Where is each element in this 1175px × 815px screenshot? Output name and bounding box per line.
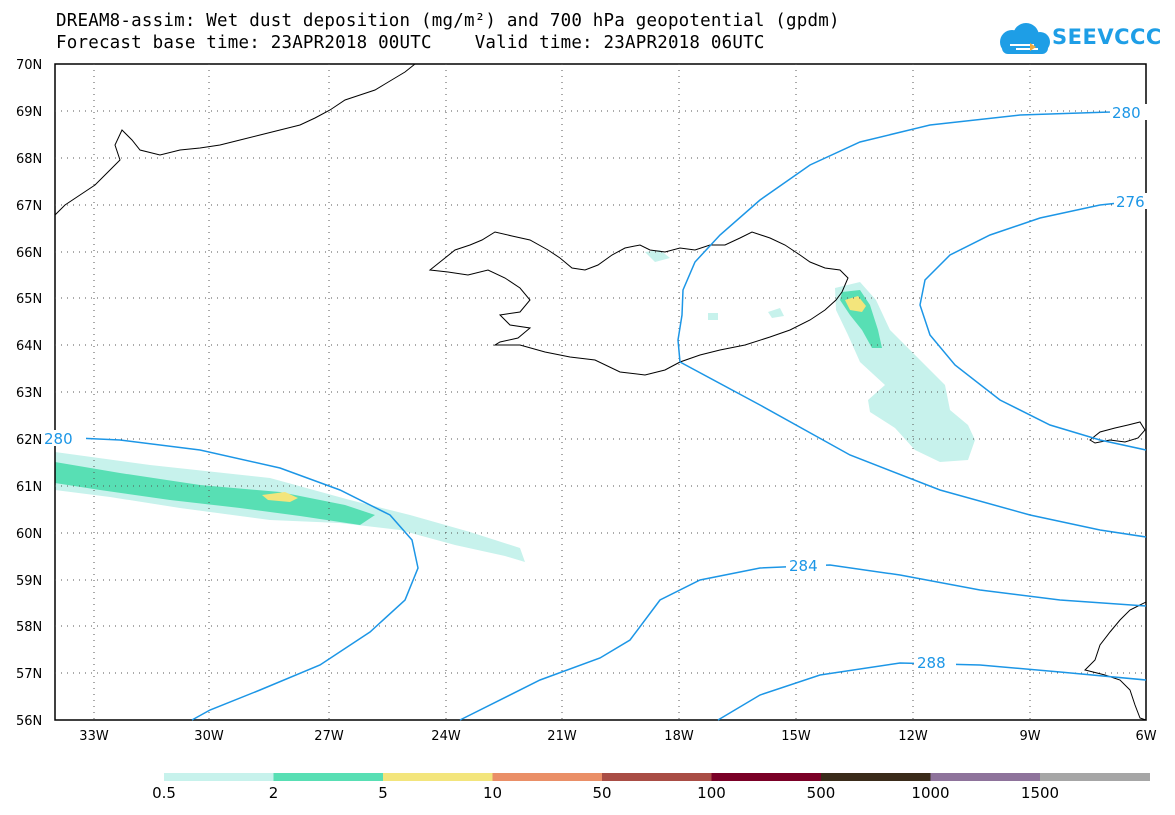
lat-label: 63N	[16, 386, 42, 401]
logo-text: SEEVCCC	[1052, 25, 1162, 49]
map-frame	[54, 63, 1147, 721]
colorbar-label: 0.5	[152, 784, 176, 802]
colorbar-label: 1500	[1020, 784, 1060, 802]
contour-284	[459, 564, 1147, 721]
lat-label: 67N	[16, 199, 42, 214]
contour-280-north	[677, 109, 1147, 363]
lon-label: 15W	[781, 729, 811, 744]
colorbar-swatch	[711, 773, 822, 781]
lon-label: 30W	[194, 729, 224, 744]
contour-label: 288	[917, 654, 946, 672]
lon-label: 9W	[1019, 729, 1040, 744]
map-subtitle: Forecast base time: 23APR2018 00UTC Vali…	[56, 33, 765, 53]
lat-label: 62N	[16, 433, 42, 448]
lat-label: 59N	[16, 574, 42, 589]
colorbar-swatch	[383, 773, 493, 781]
contour-labels: 280 280 276 284 288	[40, 104, 1148, 672]
colorbar-swatch	[273, 773, 384, 781]
lon-label: 18W	[664, 729, 694, 744]
scotland-coast	[1084, 601, 1147, 721]
contour-276	[919, 199, 1147, 451]
contour-label: 280	[1112, 104, 1141, 122]
colorbar-label: 5	[378, 784, 388, 802]
colorbar-label: 10	[482, 784, 503, 802]
cloud-icon	[1000, 23, 1050, 54]
greenland-coast	[54, 63, 416, 216]
colorbar-label: 100	[697, 784, 726, 802]
lat-label: 57N	[16, 667, 42, 682]
colorbar-label: 2	[268, 784, 279, 802]
contour-280-west	[54, 436, 419, 721]
longitude-labels: 33W 30W 27W 24W 21W 18W 15W 12W 9W 6W	[79, 729, 1156, 744]
dust-field-2	[55, 290, 882, 525]
lon-label: 6W	[1135, 729, 1156, 744]
lat-label: 69N	[16, 105, 42, 120]
contour-label: 284	[789, 557, 818, 575]
lat-label: 58N	[16, 620, 42, 635]
contour-label: 276	[1116, 193, 1145, 211]
seevccc-logo	[1000, 23, 1050, 54]
graticule	[55, 64, 1146, 720]
colorbar-label: 50	[592, 784, 612, 802]
contour-280-south	[679, 361, 1147, 538]
colorbar-swatch	[1040, 773, 1150, 781]
lat-label: 61N	[16, 480, 42, 495]
geopotential-contours	[54, 109, 1147, 721]
lon-label: 21W	[547, 729, 577, 744]
colorbar-swatch	[821, 773, 931, 781]
colorbar-label: 1000	[911, 784, 950, 802]
colorbar-swatch	[602, 773, 712, 781]
lat-label: 68N	[16, 152, 42, 167]
lat-label: 60N	[16, 527, 42, 542]
contour-288	[717, 662, 1147, 721]
lat-label: 64N	[16, 339, 42, 354]
map-title: DREAM8-assim: Wet dust deposition (mg/m²…	[56, 11, 840, 31]
lat-label: 66N	[16, 246, 42, 261]
colorbar-swatch	[492, 773, 603, 781]
lat-label: 70N	[16, 58, 42, 73]
lon-label: 33W	[79, 729, 109, 744]
dust-field-5	[262, 296, 866, 502]
lat-label: 65N	[16, 292, 42, 307]
lon-label: 24W	[431, 729, 461, 744]
contour-label: 280	[44, 430, 73, 448]
iceland-coast	[428, 231, 849, 376]
coastlines	[54, 63, 1147, 721]
latitude-labels: 70N 69N 68N 67N 66N 65N 64N 63N 62N 61N …	[16, 58, 42, 729]
colorbar-swatch	[164, 773, 274, 781]
colorbar	[164, 773, 1150, 781]
lon-label: 27W	[314, 729, 344, 744]
colorbar-label: 500	[806, 784, 836, 802]
dust-field-0-5	[55, 250, 975, 562]
colorbar-swatch	[930, 773, 1041, 781]
lon-label: 12W	[898, 729, 928, 744]
lat-label: 56N	[16, 714, 42, 729]
